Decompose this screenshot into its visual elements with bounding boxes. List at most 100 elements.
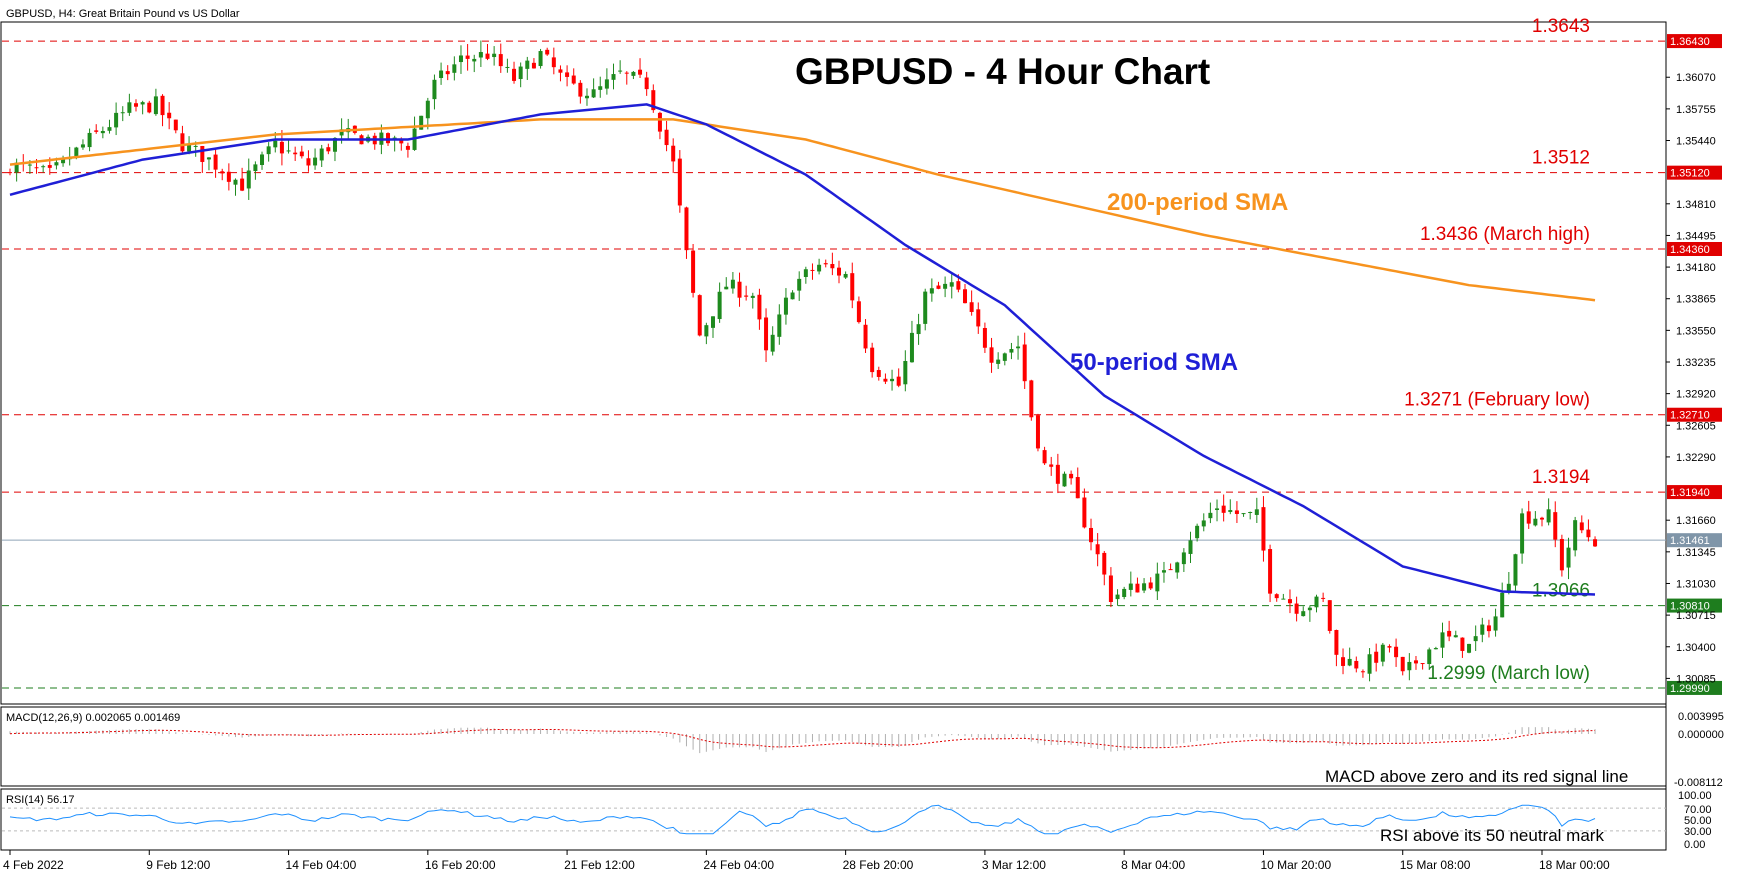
candle-body — [173, 119, 178, 131]
time-tick-label: 16 Feb 20:00 — [425, 858, 496, 872]
candle-body — [830, 263, 835, 269]
candle-body — [797, 278, 802, 291]
candle-body — [485, 53, 490, 59]
candle-body — [525, 60, 530, 69]
candle-body — [1188, 540, 1193, 554]
candle-body — [565, 72, 570, 77]
level-label: 1.2999 (March low) — [1427, 663, 1590, 684]
rsi-tick: 70.00 — [1684, 804, 1712, 816]
candle-body — [1062, 473, 1067, 487]
candle-body — [1221, 505, 1226, 513]
macd-label: MACD(12,26,9) 0.002065 0.001469 — [6, 712, 180, 724]
candle-body — [1195, 525, 1200, 539]
price-tick-label: 1.34810 — [1676, 199, 1716, 211]
candle-body — [671, 145, 676, 162]
candle-body — [949, 282, 954, 287]
candle-body — [54, 162, 59, 166]
candle-body — [1254, 509, 1259, 515]
candle-body — [1042, 450, 1047, 464]
candle-body — [963, 289, 968, 304]
macd-note: MACD above zero and its red signal line — [1325, 767, 1628, 786]
candle-body — [1566, 547, 1571, 568]
candle-body — [419, 115, 424, 130]
candle-body — [1248, 512, 1253, 513]
candle-body — [982, 327, 987, 348]
candle-body — [339, 129, 344, 136]
candle-body — [279, 141, 284, 154]
candle-body — [147, 102, 152, 113]
candle-body — [1539, 517, 1544, 520]
candle-body — [996, 359, 1001, 364]
candle-body — [1268, 549, 1273, 594]
candle-body — [405, 145, 410, 150]
candle-body — [803, 269, 808, 277]
candle-body — [1374, 651, 1379, 663]
candle-body — [1380, 644, 1385, 662]
candle-body — [764, 317, 769, 351]
candle-body — [240, 178, 245, 191]
candle-body — [206, 157, 211, 160]
candle-body — [1082, 497, 1087, 528]
candle-body — [777, 314, 782, 337]
candle-body — [571, 75, 576, 84]
candle-body — [644, 77, 649, 90]
candle-body — [1473, 636, 1478, 642]
candle-body — [226, 171, 231, 182]
price-tick-label: 1.31660 — [1676, 515, 1716, 527]
candle-body — [757, 294, 762, 320]
candle-body — [273, 140, 278, 148]
time-tick-label: 18 Mar 00:00 — [1539, 858, 1610, 872]
candle-body — [87, 132, 92, 148]
level-price-tag-text: 1.34360 — [1670, 244, 1710, 256]
candle-body — [651, 90, 656, 111]
candle-body — [1367, 654, 1372, 674]
level-label: 1.3271 (February low) — [1404, 390, 1590, 411]
candle-body — [631, 71, 636, 76]
sma200-label: 200-period SMA — [1107, 189, 1288, 216]
candle-body — [618, 70, 623, 72]
candle-body — [1327, 600, 1332, 631]
candle-body — [1002, 353, 1007, 361]
time-tick-label: 21 Feb 12:00 — [564, 858, 635, 872]
candle-body — [870, 347, 875, 373]
candle-body — [1500, 592, 1505, 618]
candle-body — [624, 72, 629, 74]
candle-body — [843, 273, 848, 278]
level-price-tag-text: 1.35120 — [1670, 168, 1710, 180]
rsi-label: RSI(14) 56.17 — [6, 794, 74, 806]
candle-body — [1108, 575, 1113, 603]
level-price-tag — [1667, 598, 1722, 613]
candle-body — [200, 145, 205, 162]
candle-body — [664, 129, 669, 146]
candle-body — [737, 281, 742, 298]
candle-body — [472, 58, 477, 62]
candle-body — [1022, 344, 1027, 382]
candle-body — [1035, 415, 1040, 449]
level-price-tag-text: 1.32710 — [1670, 410, 1710, 422]
candle-body — [1155, 573, 1160, 592]
symbol-info: GBPUSD, H4: Great Britain Pound vs US Do… — [6, 8, 240, 20]
candle-body — [883, 378, 888, 382]
macd-tick-top: 0.003995 — [1678, 711, 1724, 723]
candle-body — [1201, 520, 1206, 527]
macd-tick-zero: 0.000000 — [1678, 729, 1724, 741]
level-price-tag — [1667, 34, 1722, 49]
candle-body — [1593, 539, 1598, 547]
rsi-tick: 100.00 — [1678, 790, 1712, 802]
candle-body — [452, 64, 457, 73]
candle-body — [14, 162, 19, 173]
candle-body — [326, 147, 331, 152]
candle-body — [684, 207, 689, 251]
price-tick-label: 1.32920 — [1676, 389, 1716, 401]
candle-body — [1553, 512, 1558, 540]
price-tick-label: 1.30715 — [1676, 610, 1716, 622]
price-tick-label: 1.36070 — [1676, 72, 1716, 84]
candle-body — [134, 103, 139, 107]
candle-body — [1029, 380, 1034, 418]
candle-body — [850, 273, 855, 301]
candle-body — [518, 66, 523, 79]
price-tick-label: 1.33865 — [1676, 294, 1716, 306]
candle-body — [531, 62, 536, 69]
sma200-line — [9, 118, 1596, 302]
candle-body — [989, 347, 994, 363]
